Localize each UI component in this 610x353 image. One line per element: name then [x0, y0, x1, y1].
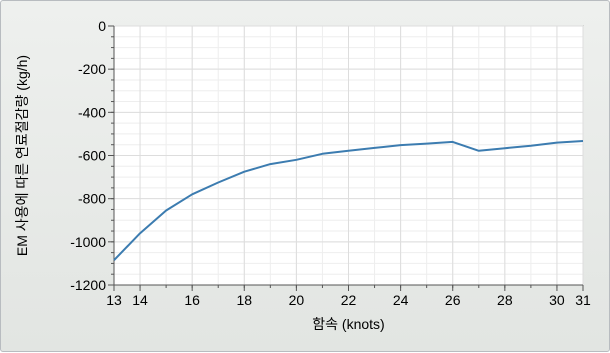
y-tick-label: 0: [98, 18, 106, 34]
x-tick-label: 30: [549, 292, 565, 308]
y-tick-label: -600: [78, 148, 106, 164]
x-tick-label: 28: [497, 292, 513, 308]
y-tick-label: -1000: [70, 234, 106, 250]
x-tick-label: 22: [341, 292, 357, 308]
x-tick-label: 20: [289, 292, 305, 308]
y-tick-label: -800: [78, 191, 106, 207]
series-layer: [113, 140, 584, 261]
x-tick-label: 14: [132, 292, 148, 308]
x-tick-label: 13: [106, 292, 122, 308]
x-tick-label: 24: [393, 292, 409, 308]
x-tick-label: 16: [184, 292, 200, 308]
y-tick-label: -200: [78, 61, 106, 77]
x-tick-label: 26: [445, 292, 461, 308]
series-line: [113, 140, 584, 261]
x-tick-label: 31: [575, 292, 591, 308]
y-tick-label: -1200: [70, 277, 106, 293]
y-tick-label: -400: [78, 104, 106, 120]
x-axis-title: 함속 (knots): [312, 316, 384, 332]
y-axis-title: EM 사용에 따른 연료절감량 (kg/h): [14, 55, 30, 256]
x-tick-label: 18: [236, 292, 252, 308]
axis-ticks: 13 14 16 18 20 22 24 26 28 30 31 0 -200 -400 -600 -800 -…: [70, 18, 591, 308]
